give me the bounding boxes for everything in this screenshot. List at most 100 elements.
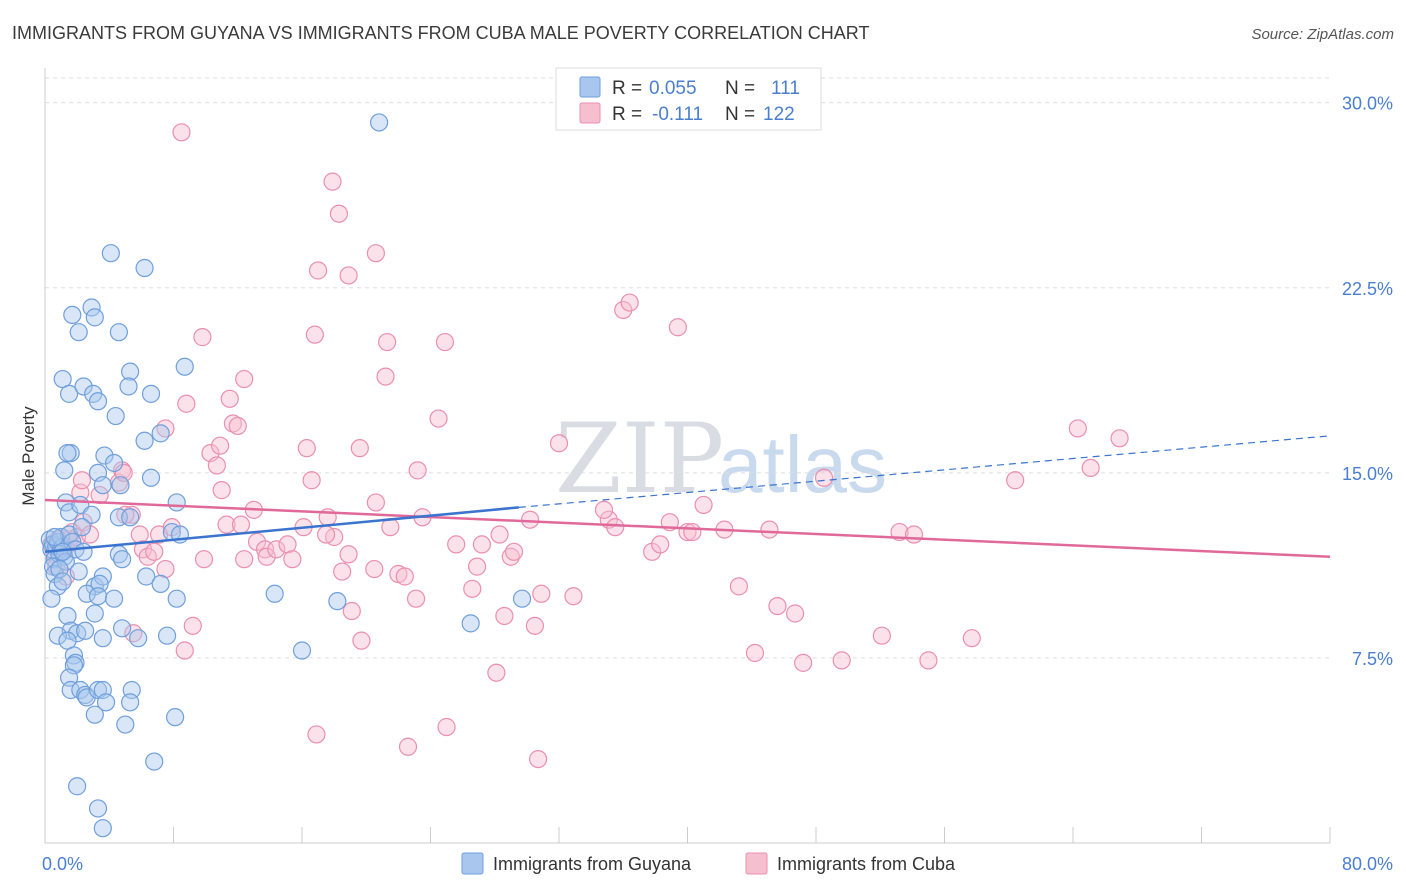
point-cuba-48 [333, 562, 352, 581]
point-guyana-62 [69, 562, 88, 581]
point-cuba-57 [395, 567, 414, 586]
trend-line-guyana [44, 506, 519, 554]
series-guyana-points [40, 113, 532, 838]
series-legend-swatch-cuba [745, 852, 768, 875]
point-guyana-83 [64, 646, 84, 665]
point-cuba-49 [339, 545, 358, 564]
point-cuba-97 [919, 651, 938, 670]
point-guyana-39 [141, 384, 161, 403]
trend-lines [44, 435, 1331, 558]
point-guyana-48 [93, 476, 112, 495]
tick-labels: 7.5% 15.0% 22.5% 30.0% 0.0% 80.0% [42, 94, 1393, 874]
legend-swatch-guyana [579, 76, 601, 98]
point-cuba-84 [694, 495, 713, 515]
point-cuba-110 [305, 325, 324, 344]
series-legend-label-guyana: Immigrants from Guyana [493, 854, 692, 874]
point-guyana-42 [151, 424, 170, 443]
point-cuba-39 [257, 547, 276, 566]
point-cuba-32 [212, 481, 231, 500]
point-cuba-77 [614, 300, 633, 320]
point-cuba-54 [366, 493, 385, 512]
point-guyana-68 [77, 584, 96, 603]
legend-r-value-guyana: 0.055 [649, 78, 697, 99]
point-guyana-46 [104, 453, 124, 473]
point-guyana-70 [104, 589, 124, 608]
grid-lines [45, 77, 1330, 659]
point-cuba-98 [962, 629, 981, 648]
point-cuba-55 [376, 367, 395, 386]
point-cuba-66 [487, 663, 506, 682]
point-guyana-97 [116, 715, 135, 734]
point-cuba-53 [365, 559, 384, 579]
y-tick-label-2: 22.5% [1342, 279, 1393, 299]
legend-r-label-cuba: R = [612, 104, 642, 125]
point-cuba-105 [329, 204, 349, 223]
point-guyana-71 [167, 589, 186, 608]
point-guyana-107 [512, 589, 532, 608]
point-guyana-34 [109, 323, 128, 342]
point-guyana-59 [74, 542, 93, 561]
point-cuba-44 [302, 471, 321, 490]
legend-swatch-cuba [579, 102, 601, 124]
point-cuba-119 [210, 436, 230, 455]
point-guyana-69 [88, 587, 108, 606]
point-guyana-41 [106, 406, 125, 426]
point-guyana-93 [96, 693, 116, 712]
point-guyana-40 [175, 357, 194, 376]
point-cuba-103 [172, 123, 191, 142]
point-guyana-100 [68, 777, 87, 796]
point-guyana-29 [88, 392, 108, 411]
point-cuba-111 [378, 332, 397, 352]
stats-legend: R = 0.055 N = 111 R = -0.111 N = 122 [555, 67, 822, 131]
watermark: ZIP atlas [555, 403, 887, 515]
point-cuba-27 [175, 641, 194, 660]
point-guyana-43 [135, 431, 154, 450]
point-guyana-13 [42, 589, 61, 608]
point-guyana-108 [370, 113, 389, 132]
point-guyana-38 [119, 377, 138, 396]
point-cuba-13 [72, 471, 92, 490]
point-cuba-122 [529, 749, 548, 769]
point-cuba-127 [683, 522, 702, 542]
point-guyana-30 [63, 305, 82, 325]
point-cuba-71 [525, 616, 545, 635]
legend-r-label-guyana: R = [612, 78, 642, 99]
point-cuba-90 [786, 604, 805, 623]
point-cuba-126 [594, 500, 614, 519]
point-cuba-18 [130, 525, 149, 544]
point-guyana-99 [145, 752, 164, 771]
point-guyana-24 [58, 443, 77, 463]
point-cuba-96 [904, 525, 924, 544]
point-guyana-109 [45, 527, 64, 547]
point-cuba-112 [220, 389, 239, 408]
point-guyana-31 [69, 323, 88, 342]
point-cuba-87 [745, 643, 765, 663]
point-guyana-51 [82, 505, 101, 524]
point-cuba-73 [549, 434, 569, 453]
point-cuba-124 [398, 737, 418, 756]
point-guyana-105 [292, 641, 312, 660]
point-cuba-70 [520, 510, 540, 529]
point-cuba-51 [342, 601, 361, 621]
trend-line-cuba [44, 498, 1331, 558]
point-cuba-28 [183, 616, 202, 635]
point-guyana-80 [48, 626, 67, 645]
point-cuba-92 [814, 468, 834, 487]
point-guyana-37 [121, 362, 140, 381]
point-guyana-87 [61, 680, 80, 700]
point-cuba-113 [235, 369, 254, 389]
point-cuba-31 [207, 456, 226, 475]
y-axis-label: Male Poverty [19, 406, 38, 506]
point-guyana-96 [85, 705, 104, 724]
point-cuba-125 [472, 535, 491, 554]
point-cuba-104 [323, 172, 342, 191]
point-cuba-63 [437, 717, 456, 737]
point-cuba-42 [283, 550, 302, 569]
point-cuba-52 [352, 631, 371, 650]
point-cuba-91 [794, 653, 813, 672]
point-guyana-61 [112, 550, 132, 569]
y-tick-label-3: 30.0% [1342, 94, 1393, 114]
point-cuba-62 [429, 409, 448, 428]
point-guyana-21 [59, 503, 79, 522]
